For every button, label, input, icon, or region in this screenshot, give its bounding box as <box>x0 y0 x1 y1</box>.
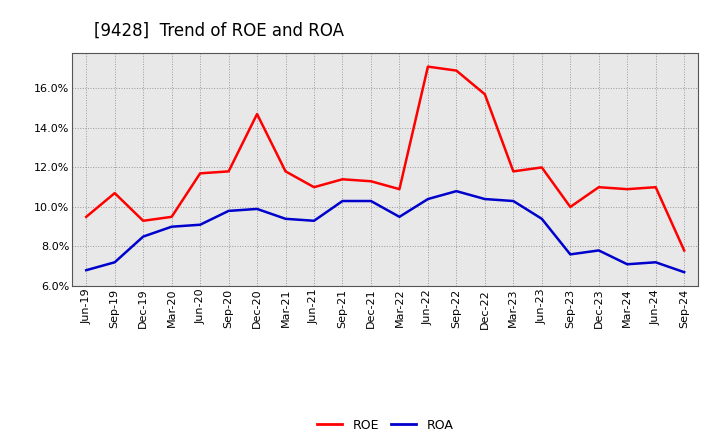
ROE <box>652 184 660 190</box>
ROE <box>282 169 290 174</box>
ROA <box>395 214 404 220</box>
ROE <box>82 214 91 220</box>
ROE <box>623 187 631 192</box>
ROA <box>366 198 375 204</box>
ROA <box>110 260 119 265</box>
ROA <box>595 248 603 253</box>
ROE <box>225 169 233 174</box>
ROE <box>566 204 575 209</box>
ROA <box>423 196 432 202</box>
ROA <box>566 252 575 257</box>
ROA <box>82 268 91 273</box>
Legend: ROE, ROA: ROE, ROA <box>312 414 458 436</box>
Line: ROA: ROA <box>86 191 684 272</box>
ROE <box>139 218 148 224</box>
ROE <box>310 184 318 190</box>
ROA <box>480 196 489 202</box>
ROE <box>480 92 489 97</box>
ROA <box>225 208 233 213</box>
ROA <box>338 198 347 204</box>
ROE <box>167 214 176 220</box>
ROE <box>595 184 603 190</box>
Text: [9428]  Trend of ROE and ROA: [9428] Trend of ROE and ROA <box>94 22 343 40</box>
ROE <box>423 64 432 69</box>
ROE <box>509 169 518 174</box>
ROE <box>196 171 204 176</box>
ROA <box>652 260 660 265</box>
ROA <box>537 216 546 221</box>
ROE <box>110 191 119 196</box>
ROE <box>366 179 375 184</box>
ROE <box>395 187 404 192</box>
ROA <box>452 188 461 194</box>
ROA <box>139 234 148 239</box>
ROA <box>310 218 318 224</box>
ROA <box>680 270 688 275</box>
ROE <box>680 248 688 253</box>
ROA <box>509 198 518 204</box>
ROA <box>282 216 290 221</box>
ROE <box>537 165 546 170</box>
ROA <box>623 262 631 267</box>
ROA <box>167 224 176 229</box>
ROE <box>338 176 347 182</box>
ROA <box>253 206 261 212</box>
ROE <box>253 111 261 117</box>
ROE <box>452 68 461 73</box>
Line: ROE: ROE <box>86 66 684 250</box>
ROA <box>196 222 204 227</box>
